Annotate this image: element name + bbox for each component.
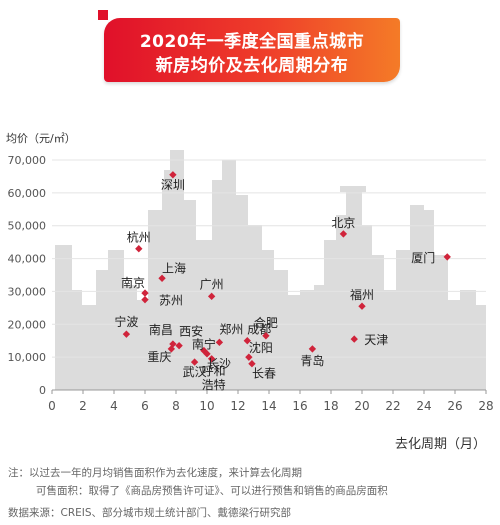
y-tick-label: 70,000 (8, 154, 47, 167)
point-label: 上海 (162, 260, 186, 275)
data-point (358, 302, 366, 310)
point-label: 武汉 (183, 365, 207, 379)
point-label: 呼和 (202, 364, 226, 378)
point-label: 沈阳 (249, 340, 273, 355)
data-point (443, 253, 451, 261)
point-label: 浩特 (202, 377, 226, 392)
data-point (350, 335, 358, 343)
y-tick-label: 0 (39, 384, 46, 397)
y-tick-label: 30,000 (8, 285, 47, 298)
x-tick-label: 10 (199, 399, 214, 413)
x-tick-label: 22 (385, 399, 400, 413)
skyline-background (55, 150, 486, 390)
x-tick-label: 26 (447, 399, 462, 413)
point-label: 深圳 (161, 178, 185, 192)
data-point (215, 338, 224, 347)
data-point (248, 360, 256, 368)
point-label: 合肥 (254, 315, 278, 330)
point-label: 南宁 (192, 337, 216, 352)
point-label: 北京 (331, 216, 355, 230)
x-tick-label: 24 (416, 399, 431, 413)
point-label: 苏州 (159, 294, 183, 308)
x-tick-label: 16 (292, 399, 307, 413)
x-tick-label: 14 (261, 399, 276, 413)
x-tick-label: 12 (230, 399, 245, 413)
point-label: 广州 (200, 277, 224, 291)
data-point (190, 358, 199, 366)
title-banner: 2020年一季度全国重点城市 新房均价及去化周期分布 (104, 18, 400, 82)
note-line-3: 数据来源：CREIS、部分城市规土统计部门、戴德梁行研究部 (8, 507, 292, 519)
x-axis-label: 去化周期（月） (394, 437, 486, 452)
data-point (308, 345, 317, 353)
chart-title-line2: 新房均价及去化周期分布 (155, 56, 349, 76)
point-label: 杭州 (127, 230, 151, 245)
note-line-2: 可售面积：取得了《商品房预售许可证》、可以进行预售和销售的商品房面积 (36, 485, 388, 497)
chart-title-line1: 2020年一季度全国重点城市 (139, 32, 365, 52)
grid-lines (52, 159, 486, 391)
data-point (203, 350, 211, 358)
point-label: 郑州 (219, 321, 243, 336)
y-tick-label: 10,000 (8, 351, 47, 364)
data-point (207, 355, 216, 363)
x-tick-label: 28 (478, 399, 493, 413)
point-label: 重庆 (147, 350, 171, 364)
point-label: 福州 (350, 287, 374, 302)
data-point (158, 274, 166, 282)
point-label: 长沙 (207, 357, 231, 371)
data-point (175, 341, 183, 350)
data-point (339, 230, 348, 238)
x-tick-label: 6 (141, 399, 149, 413)
x-tick-label: 8 (172, 399, 180, 413)
point-label: 南京 (121, 275, 145, 290)
data-point (243, 337, 251, 345)
data-point (262, 332, 270, 340)
point-label: 长春 (252, 367, 276, 381)
x-tick-label: 0 (48, 399, 56, 413)
scatter-chart: 0 10,000 20,000 30,000 40,000 50,000 60,000 70,… (8, 150, 494, 413)
x-tick-label: 18 (323, 399, 338, 413)
point-label: 天津 (364, 333, 388, 347)
x-tick-label: 2 (79, 399, 87, 413)
y-tick-label: 60,000 (8, 187, 47, 200)
data-point (135, 245, 143, 253)
y-tick-label: 50,000 (8, 220, 47, 233)
y-tick-label: 40,000 (8, 253, 47, 266)
data-point (245, 353, 253, 361)
point-label: 西安 (179, 324, 203, 339)
title-corner-accent (98, 10, 108, 20)
axes: 0 10,000 20,000 30,000 40,000 50,000 60,000 70,… (8, 154, 494, 413)
note-line-1: 注：以过去一年的月均销售面积作为去化速度，来计算去化周期 (8, 467, 302, 479)
x-tick-label: 4 (110, 399, 118, 413)
data-point (207, 292, 216, 301)
point-label: 南昌 (149, 322, 173, 337)
point-label: 厦门 (411, 250, 435, 265)
y-tick-label: 20,000 (8, 318, 47, 331)
y-axis-label: 均价（元/㎡） (6, 132, 76, 145)
data-point (122, 330, 131, 338)
data-point (141, 295, 149, 304)
data-point (141, 289, 149, 297)
point-label: 宁波 (114, 314, 138, 329)
x-tick-label: 20 (354, 399, 369, 413)
point-label: 青岛 (300, 353, 324, 368)
